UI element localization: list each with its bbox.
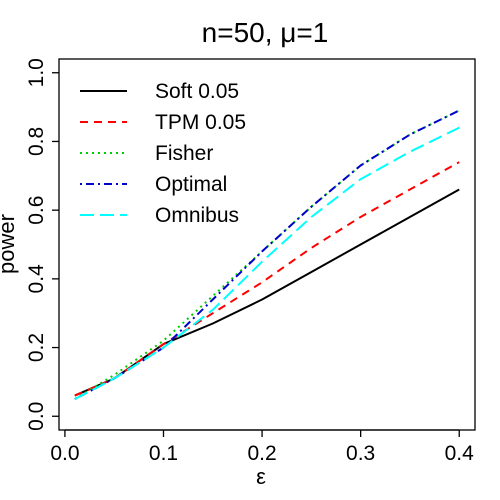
legend-label: Omnibus [155, 204, 239, 227]
y-tick-label: 0.0 [25, 402, 48, 431]
legend-label: Fisher [155, 142, 213, 165]
x-axis-label: ε [256, 464, 266, 489]
chart-title: n=50, μ=1 [202, 17, 329, 48]
series-line-fisher [74, 109, 460, 400]
x-tick-label: 0.1 [149, 442, 178, 465]
x-tick-label: 0.2 [247, 442, 276, 465]
legend: Soft 0.05 TPM 0.05 Fisher Optimal Omnibus [80, 80, 246, 227]
y-tick-label: 0.8 [25, 127, 48, 156]
legend-label: TPM 0.05 [155, 111, 246, 134]
y-axis: 0.0 0.2 0.4 0.6 0.8 1.0 [25, 58, 59, 431]
series-line-tpm-0-05 [74, 161, 460, 397]
x-tick-label: 0.4 [445, 442, 475, 465]
series-line-optimal [74, 109, 460, 400]
series-lines [74, 109, 460, 400]
x-tick-label: 0.0 [50, 442, 79, 465]
y-tick-label: 0.6 [25, 196, 48, 225]
legend-label: Optimal [155, 173, 227, 196]
x-axis: 0.0 0.1 0.2 0.3 0.4 [50, 429, 475, 465]
legend-label: Soft 0.05 [155, 80, 239, 103]
y-tick-label: 1.0 [25, 58, 48, 87]
y-tick-label: 0.4 [25, 264, 48, 294]
y-tick-label: 0.2 [25, 333, 48, 362]
series-line-soft-0-05 [74, 188, 460, 397]
series-line-omnibus [74, 126, 460, 400]
x-tick-label: 0.3 [346, 442, 375, 465]
y-axis-label: power [0, 214, 19, 274]
